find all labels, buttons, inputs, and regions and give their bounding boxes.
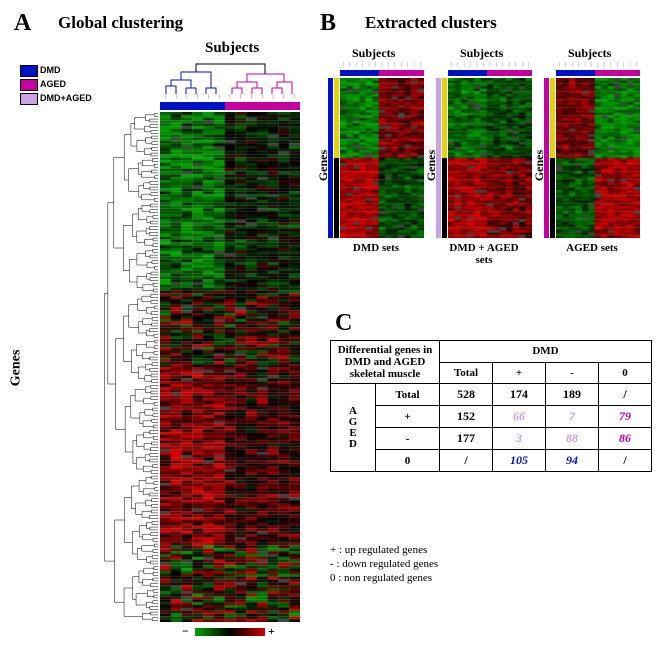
panel-b-genes-label-2: Genes [532, 150, 547, 181]
panel-a-subjects-label: Subjects [205, 40, 259, 57]
panel-a-gene-dendrogram [28, 112, 158, 622]
table-header-left: Differential genes in DMD and AGED skele… [331, 341, 440, 384]
legend-text-dmd: DMD [40, 65, 61, 75]
panel-b-title: Extracted clusters [365, 13, 497, 33]
panel-a-subject-dendrogram [160, 58, 300, 94]
panel-c-label: C [335, 310, 352, 337]
table-col-h1: + [493, 362, 546, 384]
scalebar-plus: + [268, 624, 275, 639]
panel-a-subject-colorbar [160, 102, 300, 110]
table-col-h2: - [546, 362, 599, 384]
legend-swatch-dmdaged [20, 93, 38, 105]
cell-0-2: 189 [546, 384, 599, 406]
table-col-group: DMD [440, 341, 652, 363]
cell-1-3: 79 [599, 406, 652, 428]
panel-a-scalebar [195, 628, 265, 636]
cell-0-3: / [599, 384, 652, 406]
table-row-h2: - [376, 428, 440, 450]
panel-b-tinylabels-1: ||||||||||||| [448, 62, 532, 68]
panel-b-setlabel-0: DMD sets [328, 242, 424, 254]
cell-3-0: / [440, 450, 493, 472]
panel-b-subjects-label-2: Subjects [568, 46, 611, 61]
table-row-h3: 0 [376, 450, 440, 472]
panel-b-sidebar2-2 [550, 78, 555, 238]
panel-a-label: A [14, 10, 31, 37]
cell-2-2: 88 [546, 428, 599, 450]
cell-3-1: 105 [493, 450, 546, 472]
panel-b-subjectbar-1 [448, 70, 532, 76]
table-row-h0: Total [376, 384, 440, 406]
panel-b-tinylabels-2: ||||||||||||| [556, 62, 640, 68]
panel-b-genes-label-0: Genes [316, 150, 331, 181]
legend-text-aged: AGED [40, 79, 66, 89]
legend-swatch-dmd [20, 65, 38, 77]
panel-b-tinylabels-0: ||||||||||||| [340, 62, 424, 68]
cell-0-0: 528 [440, 384, 493, 406]
panel-b-label: B [320, 10, 336, 37]
panel-a-heatmap [160, 112, 300, 622]
panel-b-setlabel-1: DMD + AGED sets [436, 242, 532, 266]
table-col-h3: 0 [599, 362, 652, 384]
panel-b-subjects-label-0: Subjects [352, 46, 395, 61]
legend-swatch-aged [20, 79, 38, 91]
cell-1-0: 152 [440, 406, 493, 428]
panel-a-genes-label: Genes [8, 350, 24, 387]
panel-a-title: Global clustering [58, 13, 183, 33]
scalebar-minus: − [182, 624, 189, 639]
panel-b-subjectbar-2 [556, 70, 640, 76]
cell-1-1: 66 [493, 406, 546, 428]
cell-3-3: / [599, 450, 652, 472]
panel-a-subject-tinylabels: ||||||||||||| [160, 94, 300, 100]
panel-b-heatmap-2 [556, 78, 640, 238]
cell-2-0: 177 [440, 428, 493, 450]
cell-1-2: 7 [546, 406, 599, 428]
table-col-h0: Total [440, 362, 493, 384]
panel-b-heatmap-0 [340, 78, 424, 238]
cell-2-1: 3 [493, 428, 546, 450]
cell-3-2: 94 [546, 450, 599, 472]
panel-c-notes: + : up regulated genes - : down regulate… [330, 544, 438, 585]
panel-b-sidebar2-1 [442, 78, 447, 238]
legend-text-dmdaged: DMD+AGED [40, 93, 92, 103]
panel-b-subjects-label-1: Subjects [460, 46, 503, 61]
panel-b-subjectbar-0 [340, 70, 424, 76]
figure-root: A Global clustering DMD AGED DMD+AGED Su… [10, 10, 652, 644]
cell-0-1: 174 [493, 384, 546, 406]
cell-2-3: 86 [599, 428, 652, 450]
panel-b-genes-label-1: Genes [424, 150, 439, 181]
table-row-h1: + [376, 406, 440, 428]
panel-c-table: Differential genes in DMD and AGED skele… [330, 340, 652, 472]
panel-b-setlabel-2: AGED sets [544, 242, 640, 254]
panel-b-heatmap-1 [448, 78, 532, 238]
panel-b-sidebar2-0 [334, 78, 339, 238]
table-row-group: AGED [331, 384, 376, 472]
